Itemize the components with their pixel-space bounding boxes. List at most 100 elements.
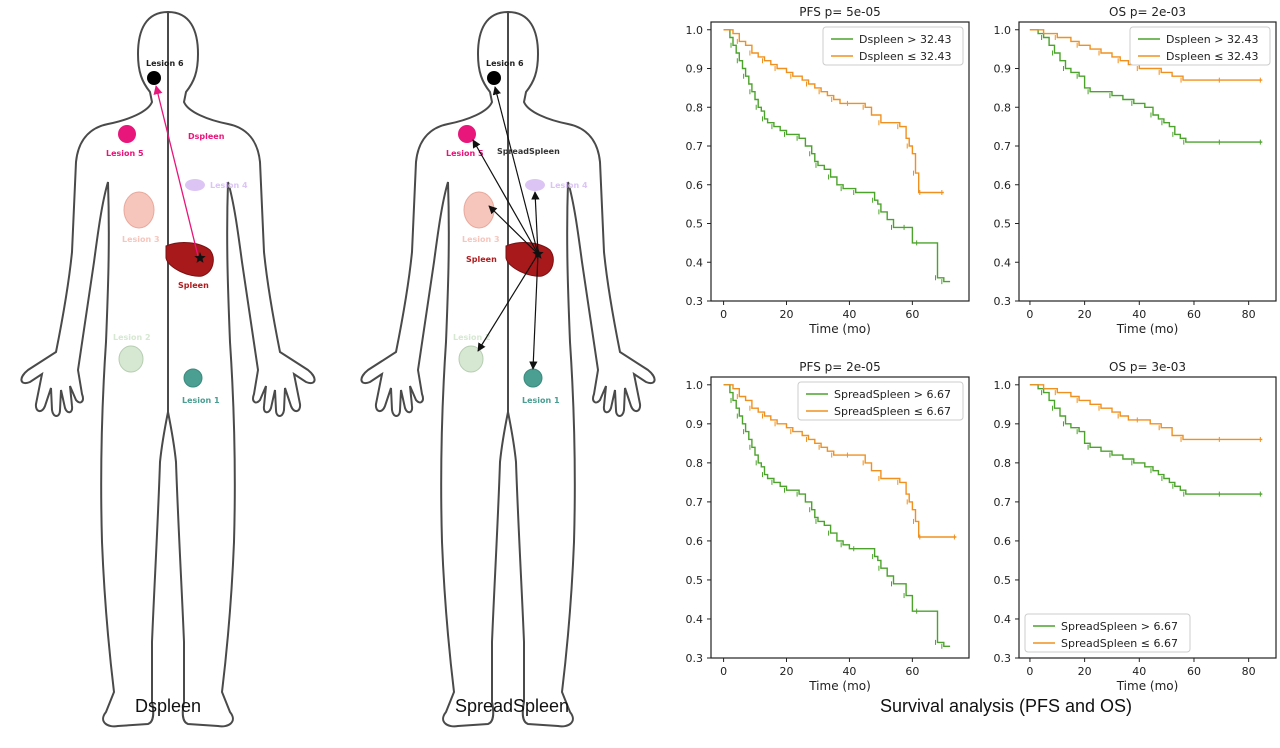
y-tick-label: 0.6: [994, 179, 1012, 192]
lesion-5-label: Lesion 5: [106, 149, 144, 158]
dspleen-arrow: [153, 85, 199, 257]
caption-spreadspleen: SpreadSpleen: [454, 696, 570, 716]
legend: SpreadSpleen > 6.67 SpreadSpleen ≤ 6.67: [1024, 613, 1191, 653]
chart-os-spreadspleen: OS p= 3e-03 Time (mo) 0 20 40 60 80 0.3 0.4 0.5 0.…: [994, 360, 1277, 693]
lesion-5-marker: [458, 125, 476, 143]
lesion-2-marker: [118, 345, 144, 373]
spleen-label: Spleen: [178, 281, 209, 290]
y-tick-label: 0.7: [686, 140, 704, 153]
x-tick-label: 40: [842, 665, 856, 678]
y-tick-label: 0.4: [994, 613, 1012, 626]
lesion-5-label: Lesion 5: [446, 149, 484, 158]
legend-box: [1129, 26, 1271, 66]
y-tick-label: 0.9: [686, 63, 704, 76]
spread-arrow-lesion-4: [531, 191, 540, 255]
lesion-1-marker: [523, 368, 543, 388]
x-tick-label: 60: [1187, 308, 1201, 321]
lesion-3-label: Lesion 3: [462, 235, 500, 244]
lesion-1-marker: [183, 368, 203, 388]
caption-survival-analysis: Survival analysis (PFS and OS): [879, 696, 1133, 716]
y-tick-label: 0.9: [994, 418, 1012, 431]
spread-arrow-lesion-5: [472, 139, 539, 255]
legend-entry: SpreadSpleen ≤ 6.67: [1061, 637, 1178, 650]
y-tick-label: 0.4: [686, 613, 704, 626]
legend: Dspleen > 32.43 Dspleen ≤ 32.43: [822, 26, 964, 66]
y-tick-label: 0.9: [994, 63, 1012, 76]
km-curve-high: [723, 29, 951, 283]
y-tick-label: 0.3: [686, 652, 704, 665]
legend-entry: Dspleen ≤ 32.43: [1166, 50, 1258, 63]
x-tick-label: 20: [1078, 665, 1092, 678]
legend: Dspleen > 32.43 Dspleen ≤ 32.43: [1129, 26, 1271, 66]
plot-frame: [710, 21, 970, 302]
lesion-4-marker: [525, 179, 545, 191]
x-tick-label: 0: [1026, 665, 1033, 678]
spread-arrow-lesion-1: [529, 253, 539, 370]
x-axis-label: Time (mo): [1116, 322, 1179, 336]
spreadspleen-metric-label: SpreadSpleen: [497, 147, 560, 156]
km-curve-high: [1029, 29, 1263, 143]
km-curve-low: [1029, 384, 1263, 441]
x-tick-label: 40: [1132, 665, 1146, 678]
body-diagram-spreadspleen: Lesion 6 Lesion 5 Lesion 4 Lesion 3 Lesion 2…: [360, 10, 656, 728]
x-tick-label: 20: [780, 308, 794, 321]
y-tick-label: 0.6: [994, 535, 1012, 548]
legend-box: [797, 381, 964, 421]
km-curve-high: [1029, 384, 1263, 495]
km-curve-high: [723, 384, 951, 647]
x-tick-label: 0: [720, 665, 727, 678]
y-tick-label: 1.0: [686, 24, 704, 37]
y-tick-label: 0.8: [994, 101, 1012, 114]
y-tick-label: 0.8: [686, 101, 704, 114]
x-axis-label: Time (mo): [808, 679, 871, 693]
y-tick-label: 0.9: [686, 418, 704, 431]
lesion-3-marker: [123, 191, 155, 229]
legend-entry: SpreadSpleen ≤ 6.67: [834, 405, 951, 418]
lesion-2-marker: [458, 345, 484, 373]
y-tick-label: 0.5: [686, 218, 704, 231]
y-tick-label: 0.7: [994, 496, 1012, 509]
y-tick-label: 1.0: [994, 24, 1012, 37]
lesion-1-label: Lesion 1: [182, 396, 220, 405]
body-outline-right: [507, 10, 656, 728]
km-curve-low: [1029, 29, 1263, 81]
body-diagram-dspleen: Lesion 6 Lesion 5 Lesion 4 Lesion 3 Lesion 2…: [20, 10, 316, 728]
y-tick-label: 1.0: [994, 379, 1012, 392]
x-tick-label: 80: [1242, 308, 1256, 321]
lesion-6-marker: [487, 71, 501, 85]
spleen-organ: [505, 242, 554, 277]
x-tick-label: 20: [1078, 308, 1092, 321]
y-tick-label: 0.3: [686, 295, 704, 308]
chart-pfs-dspleen: PFS p= 5e-05 Time (mo) 0 20 40 60 0.3 0.4 0.5 0.6…: [686, 5, 970, 336]
lesion-3-label: Lesion 3: [122, 235, 160, 244]
chart-title: OS p= 3e-03: [1109, 360, 1186, 374]
body-outline-left: [20, 10, 169, 728]
y-tick-label: 0.3: [994, 652, 1012, 665]
x-tick-label: 60: [1187, 665, 1201, 678]
y-tick-label: 0.5: [994, 574, 1012, 587]
chart-title: OS p= 2e-03: [1109, 5, 1186, 19]
lesion-5-marker: [118, 125, 136, 143]
legend-entry: SpreadSpleen > 6.67: [1061, 620, 1178, 633]
chart-pfs-spreadspleen: PFS p= 2e-05 Time (mo) 0 20 40 60 0.3 0.4 0.5 0.6…: [686, 360, 970, 693]
plot-frame: [1018, 376, 1277, 659]
x-tick-label: 40: [842, 308, 856, 321]
lesion-6-label: Lesion 6: [146, 59, 184, 68]
y-tick-label: 0.6: [686, 535, 704, 548]
x-tick-label: 40: [1132, 308, 1146, 321]
lesion-2-label: Lesion 2: [453, 333, 491, 342]
body-outline: [20, 10, 316, 728]
chart-os-dspleen: OS p= 2e-03 Time (mo) 0 20 40 60 80 0.3 0.4 0.5 0.…: [994, 5, 1277, 336]
km-curve-low: [723, 384, 957, 538]
lesion-4-label: Lesion 4: [210, 181, 248, 190]
lesion-2-label: Lesion 2: [113, 333, 151, 342]
lesion-6-marker: [147, 71, 161, 85]
legend-entry: Dspleen > 32.43: [1166, 33, 1258, 46]
lesion-4-label: Lesion 4: [550, 181, 588, 190]
x-axis-label: Time (mo): [808, 322, 871, 336]
x-tick-label: 20: [780, 665, 794, 678]
lesion-3-marker: [463, 191, 495, 229]
x-tick-label: 60: [905, 308, 919, 321]
spleen-center-star: [194, 252, 206, 263]
x-tick-label: 60: [905, 665, 919, 678]
